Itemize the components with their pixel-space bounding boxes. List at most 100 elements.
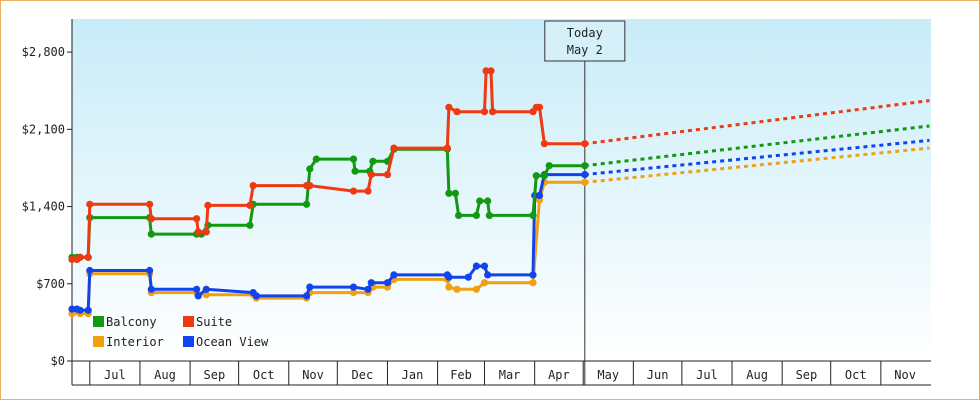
data-point-suite [383, 171, 392, 179]
legend-label-ocean-view: Ocean View [196, 335, 269, 349]
data-point-balcony [540, 172, 549, 180]
x-tick-label: Dec [352, 368, 374, 382]
data-point-balcony [306, 165, 314, 173]
series-line-ocean-view [72, 173, 585, 312]
x-tick-label: Sep [204, 368, 226, 382]
data-point-balcony [246, 221, 254, 229]
data-point-ocean-view [390, 271, 398, 279]
x-tick-label: Apr [548, 368, 570, 382]
data-point-ocean-view [147, 285, 155, 293]
data-point-suite [249, 182, 257, 190]
data-point-suite [390, 144, 398, 152]
data-point-ocean-view [349, 283, 358, 291]
x-tick-label: Jul [696, 368, 718, 382]
data-point-ocean-view [464, 273, 472, 281]
today-date-label: May 2 [567, 43, 603, 57]
plot-area [72, 19, 931, 361]
data-point-suite [204, 201, 212, 209]
data-point-ocean-view [472, 262, 480, 270]
today-label: Today [567, 26, 603, 40]
data-point-balcony [476, 197, 484, 205]
data-point-ocean-view [484, 271, 492, 279]
data-point-suite [443, 144, 451, 152]
legend-label-suite: Suite [196, 315, 232, 329]
data-point-ocean-view [146, 266, 154, 275]
data-point-ocean-view [86, 266, 94, 275]
forecast-line-suite [584, 99, 930, 146]
data-point-ocean-view [194, 292, 202, 300]
data-point-balcony [472, 211, 480, 219]
data-point-balcony [351, 167, 359, 175]
data-point-balcony [485, 211, 493, 219]
data-point-suite [194, 228, 202, 236]
data-point-suite [202, 228, 210, 236]
legend-item-suite: Suite [183, 315, 232, 329]
data-point-ocean-view [364, 285, 372, 293]
series-line-balcony [72, 147, 585, 259]
data-point-interior [445, 283, 453, 291]
x-tick-label: Nov [302, 368, 324, 382]
forecast-line-balcony [584, 124, 930, 168]
x-tick-label: Mar [499, 368, 521, 382]
legend-label-balcony: Balcony [106, 315, 157, 329]
data-point-balcony [369, 157, 377, 165]
data-point-ocean-view [84, 306, 92, 314]
data-point-interior [453, 285, 461, 293]
legend-label-interior: Interior [106, 335, 164, 349]
x-tick-label: Jul [104, 368, 126, 382]
data-point-suite [367, 171, 375, 179]
data-point-suite [364, 187, 372, 195]
y-tick-label: $0 [51, 354, 65, 368]
data-point-suite [147, 215, 155, 223]
x-tick-label: Jun [647, 368, 669, 382]
data-point-balcony [532, 172, 540, 180]
data-point-suite [453, 108, 461, 116]
data-point-ocean-view [535, 191, 544, 200]
data-point-balcony [445, 189, 453, 197]
x-tick-label: Feb [450, 368, 472, 382]
data-point-interior [349, 289, 358, 297]
data-point-suite [349, 187, 358, 195]
legend-item-ocean-view: Ocean View [183, 335, 269, 349]
data-point-ocean-view [202, 285, 210, 293]
x-tick-label: Oct [845, 368, 867, 382]
legend-swatch-interior [93, 336, 104, 347]
data-point-ocean-view [367, 279, 375, 287]
data-point-suite [246, 201, 254, 209]
data-point-interior [202, 291, 210, 299]
data-point-suite [480, 108, 489, 116]
legend-swatch-ocean-view [183, 336, 194, 347]
y-tick-label: $2,100 [22, 122, 65, 136]
legend-swatch-suite [183, 316, 194, 327]
data-point-interior [472, 285, 480, 293]
data-point-balcony [451, 189, 459, 197]
data-point-ocean-view [193, 285, 201, 293]
data-point-balcony [312, 155, 320, 163]
data-point-ocean-view [252, 292, 260, 300]
data-point-suite [193, 215, 201, 223]
data-point-suite [535, 103, 544, 111]
data-point-suite [445, 103, 453, 111]
data-point-ocean-view [306, 283, 314, 291]
y-tick-label: $2,800 [22, 45, 65, 59]
data-point-suite [84, 253, 92, 261]
data-point-suite [146, 200, 154, 208]
x-tick-label: May [597, 368, 619, 382]
data-point-balcony [484, 197, 492, 205]
y-tick-label: $1,400 [22, 200, 65, 214]
data-point-interior [529, 279, 537, 287]
data-point-interior [480, 279, 489, 287]
data-point-balcony [147, 230, 155, 238]
data-point-ocean-view [383, 279, 392, 287]
forecast-line-ocean-view [584, 138, 930, 177]
data-point-balcony [545, 162, 553, 170]
data-point-suite [489, 108, 497, 116]
legend-item-interior: Interior [93, 335, 164, 349]
today-box [544, 20, 626, 62]
data-point-suite [306, 182, 314, 190]
data-point-balcony [455, 211, 463, 219]
x-tick-label: Aug [154, 368, 176, 382]
x-tick-label: Oct [253, 368, 275, 382]
data-point-suite [76, 253, 84, 261]
